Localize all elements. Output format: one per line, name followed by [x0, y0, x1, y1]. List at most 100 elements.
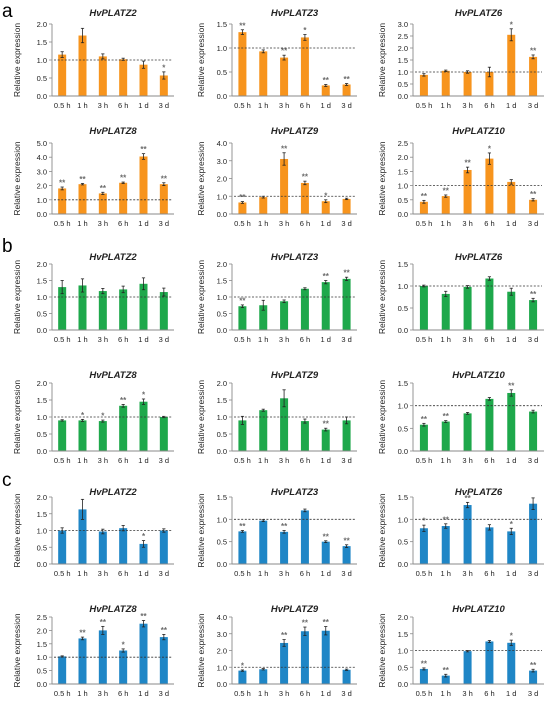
significance-mark: * — [488, 144, 492, 153]
y-tick-label: 1.5 — [217, 396, 227, 405]
y-tick-label: 0.0 — [217, 680, 227, 689]
significance-mark: ** — [239, 296, 246, 305]
bar — [441, 70, 450, 96]
chart-title: HvPLATZ3 — [271, 487, 319, 498]
bar — [139, 156, 148, 214]
significance-mark: ** — [302, 173, 309, 182]
y-tick-label: 0.0 — [398, 560, 408, 569]
bar — [463, 505, 472, 564]
bar — [529, 56, 538, 96]
y-tick-label: 1.5 — [217, 20, 227, 29]
bar — [463, 413, 472, 451]
chart-c-hvplatz8: HvPLATZ8 Relative expression 0.0 0.5 1.0 1.5 2… — [12, 604, 174, 698]
chart-title: HvPLATZ8 — [89, 126, 137, 137]
y-tick-label: 4.0 — [217, 613, 227, 622]
y-tick-label: 1.5 — [398, 56, 408, 65]
x-tick-label: 1 h — [77, 219, 87, 228]
chart-title: HvPLATZ9 — [271, 126, 319, 137]
bar — [507, 531, 516, 564]
x-tick-label: 3 d — [528, 569, 538, 578]
x-tick-label: 0.5 h — [416, 569, 433, 578]
y-tick-label: 0.5 — [398, 538, 408, 547]
y-tick-label: 1.5 — [37, 38, 47, 47]
x-tick-label: 1 h — [258, 101, 268, 110]
y-tick-label: 2.5 — [398, 139, 408, 148]
chart-title: HvPLATZ6 — [455, 8, 503, 19]
significance-mark: ** — [323, 532, 330, 541]
significance-mark: ** — [239, 193, 246, 202]
chart-b-hvplatz9: HvPLATZ9 Relative expression 0.0 0.5 1.0 1.5 2… — [196, 370, 357, 465]
y-tick-label: 0.5 — [217, 310, 227, 319]
y-tick-label: 2.5 — [398, 32, 408, 41]
y-axis-label: Relative expression — [12, 613, 22, 687]
y-tick-label: 1.0 — [398, 68, 408, 77]
x-tick-label: 3 d — [528, 689, 538, 698]
y-tick-label: 0.5 — [37, 667, 47, 676]
panel-letter: b — [2, 236, 13, 257]
bar — [139, 283, 148, 330]
x-tick-label: 1 h — [441, 689, 451, 698]
x-tick-label: 0.5 h — [416, 101, 433, 110]
x-tick-label: 6 h — [484, 101, 494, 110]
y-tick-label: 0.5 — [217, 68, 227, 77]
x-tick-label: 6 h — [300, 219, 310, 228]
bar — [259, 305, 268, 330]
y-tick-label: 1.5 — [398, 379, 408, 388]
y-tick-label: 1.5 — [398, 167, 408, 176]
bar — [507, 34, 516, 96]
x-tick-label: 6 h — [300, 335, 310, 344]
x-tick-label: 1 d — [138, 689, 148, 698]
bar — [485, 527, 494, 564]
x-tick-label: 3 h — [462, 569, 472, 578]
y-tick-label: 0.0 — [398, 680, 408, 689]
x-tick-label: 6 h — [300, 569, 310, 578]
y-tick-label: 0.5 — [398, 663, 408, 672]
bar — [119, 650, 128, 684]
bar — [321, 429, 330, 451]
significance-mark: * — [303, 26, 307, 35]
x-tick-label: 0.5 h — [234, 101, 251, 110]
significance-mark: ** — [443, 412, 450, 421]
y-tick-label: 1.0 — [398, 282, 408, 291]
y-tick-label: 0.0 — [37, 447, 47, 456]
x-tick-label: 1 d — [138, 569, 148, 578]
bar — [259, 669, 268, 684]
bar — [321, 201, 330, 214]
x-tick-label: 6 h — [484, 456, 494, 465]
chart-b-hvplatz10: HvPLATZ10 Relative expression 0.0 0.5 1.0 1.5… — [377, 370, 544, 465]
y-axis-label: Relative expression — [377, 141, 387, 215]
x-tick-label: 1 h — [77, 456, 87, 465]
x-tick-label: 0.5 h — [54, 219, 71, 228]
bar — [78, 509, 87, 564]
bar — [441, 196, 450, 214]
bar — [321, 630, 330, 684]
x-tick-label: 0.5 h — [54, 569, 71, 578]
y-tick-label: 0.5 — [398, 80, 408, 89]
bar — [300, 421, 309, 451]
y-tick-label: 1.0 — [398, 182, 408, 191]
y-tick-label: 1.0 — [217, 413, 227, 422]
bar — [139, 64, 148, 96]
panel-label-b: b — [2, 236, 13, 257]
chart-a-hvplatz3: HvPLATZ3 Relative expression 0.0 0.5 1.0 1.5 *… — [196, 8, 357, 110]
y-tick-label: 0.5 — [37, 430, 47, 439]
significance-mark: ** — [443, 666, 450, 675]
bar — [529, 411, 538, 451]
y-tick-label: 0.0 — [37, 92, 47, 101]
bar — [58, 188, 67, 214]
x-tick-label: 3 h — [279, 219, 289, 228]
x-tick-label: 0.5 h — [234, 219, 251, 228]
y-tick-label: 1.0 — [217, 192, 227, 201]
bar — [58, 54, 67, 96]
significance-mark: ** — [530, 290, 537, 299]
bar — [342, 198, 351, 214]
bar — [529, 199, 538, 214]
y-axis-label: Relative expression — [377, 260, 387, 334]
y-tick-label: 1.0 — [398, 515, 408, 524]
bar — [342, 420, 351, 451]
bar — [419, 74, 428, 96]
x-tick-label: 1 d — [138, 101, 148, 110]
charts-layer: HvPLATZ2 Relative expression 0.0 0.5 1.0 1.5 2… — [12, 8, 544, 698]
y-tick-label: 1.0 — [217, 44, 227, 53]
x-tick-label: 1 d — [506, 456, 516, 465]
